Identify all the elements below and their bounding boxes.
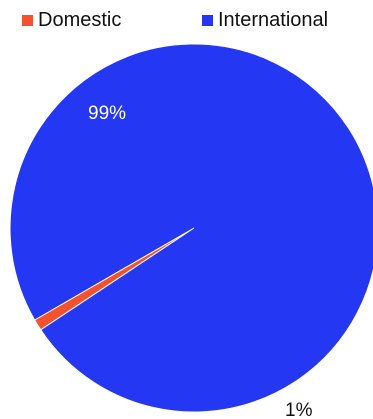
legend-label-international: International <box>218 8 329 31</box>
slice-label-domestic: 1% <box>285 400 313 419</box>
legend-swatch-domestic <box>22 14 33 26</box>
legend-label-domestic: Domestic <box>38 8 122 31</box>
chart-legend: Domestic International <box>0 7 373 33</box>
legend-swatch-international <box>202 14 213 26</box>
legend-item-domestic[interactable]: Domestic <box>22 7 121 33</box>
pie-slice-international[interactable] <box>9 43 373 413</box>
legend-item-international[interactable]: International <box>202 7 328 33</box>
slice-label-international: 99% <box>88 103 126 124</box>
